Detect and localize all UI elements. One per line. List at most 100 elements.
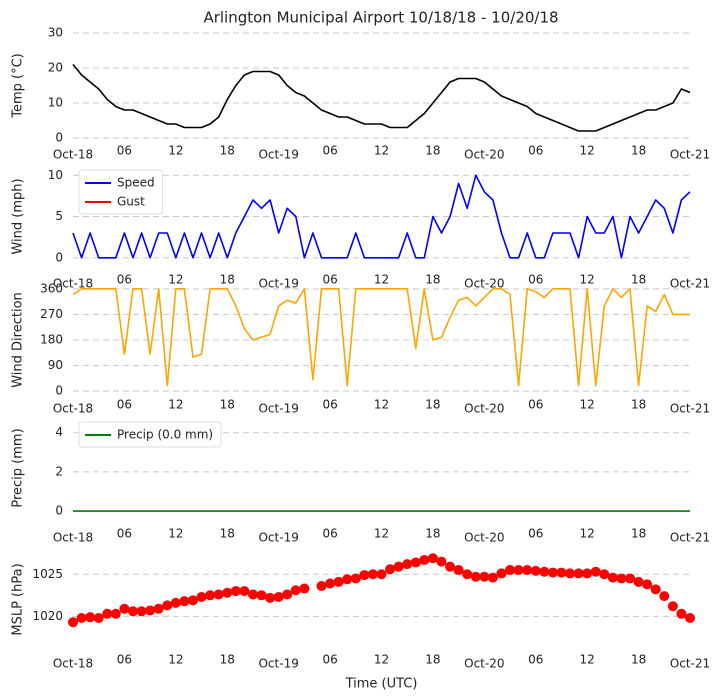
x-tick-label: 18 — [220, 527, 235, 541]
x-tick-label: 18 — [631, 653, 646, 667]
data-point — [599, 569, 610, 580]
x-tick-label: 06 — [322, 398, 337, 412]
y-axis-label: Precip (mm) — [11, 428, 26, 507]
x-tick-label: 12 — [168, 653, 183, 667]
y-tick-label: 30 — [48, 26, 63, 40]
data-point — [119, 603, 130, 614]
legend-label: Speed — [117, 176, 155, 190]
data-point — [676, 608, 687, 619]
x-tick-label: 18 — [220, 273, 235, 287]
data-point — [282, 589, 293, 600]
data-point — [505, 565, 516, 576]
x-tick-label: Oct-19 — [258, 657, 298, 671]
x-tick-label: 18 — [220, 398, 235, 412]
data-line — [72, 63, 691, 132]
data-line — [72, 174, 691, 259]
data-point — [462, 569, 473, 580]
data-point — [102, 608, 113, 619]
data-point — [85, 612, 96, 623]
x-tick-label: 12 — [374, 398, 389, 412]
data-point — [333, 576, 344, 587]
y-tick-label: 2 — [55, 464, 63, 478]
data-point — [162, 600, 173, 611]
y-axis-label: Wind Direction — [11, 292, 26, 388]
data-point — [273, 591, 284, 602]
y-axis-label: MSLP (hPa) — [11, 563, 26, 635]
y-axis-label: Wind (mph) — [11, 178, 26, 254]
y-tick-label: 4 — [55, 425, 63, 439]
x-tick-label: 06 — [528, 527, 543, 541]
y-tick-label: 10 — [48, 96, 63, 110]
x-tick-label: 18 — [631, 398, 646, 412]
x-tick-label: 12 — [374, 273, 389, 287]
data-point — [350, 573, 361, 584]
data-point — [393, 561, 404, 572]
data-point — [153, 603, 164, 614]
y-axis-label: Temp (°C) — [11, 53, 26, 119]
x-tick-label: 12 — [168, 273, 183, 287]
data-point — [479, 571, 490, 582]
data-point — [230, 586, 241, 597]
data-point — [650, 584, 661, 595]
data-point — [530, 565, 541, 576]
data-point — [136, 606, 147, 617]
x-tick-label: Oct-21 — [670, 531, 710, 545]
x-tick-label: 06 — [117, 273, 132, 287]
legend-label: Gust — [117, 195, 145, 209]
x-tick-label: Oct-19 — [258, 277, 298, 291]
data-point — [565, 568, 576, 579]
x-tick-label: Oct-20 — [464, 277, 504, 291]
data-point — [496, 568, 507, 579]
x-tick-label: Oct-20 — [464, 148, 504, 162]
data-point — [607, 572, 618, 583]
data-point — [633, 576, 644, 587]
x-tick-label: 18 — [425, 527, 440, 541]
x-tick-label: 12 — [374, 653, 389, 667]
x-tick-label: 06 — [322, 273, 337, 287]
data-point — [222, 587, 233, 598]
data-point — [582, 568, 593, 579]
legend: Speed Gust — [78, 169, 164, 215]
x-tick-label: 06 — [117, 398, 132, 412]
data-point — [410, 557, 421, 568]
x-tick-label: Oct-19 — [258, 402, 298, 416]
data-point — [367, 569, 378, 580]
data-point — [556, 567, 567, 578]
data-point — [522, 565, 533, 576]
x-tick-label: 06 — [117, 144, 132, 158]
data-point — [573, 568, 584, 579]
y-tick-label: 0 — [55, 131, 63, 145]
data-point — [179, 596, 190, 607]
data-line — [72, 288, 690, 387]
data-point — [256, 590, 267, 601]
data-point — [590, 566, 601, 577]
legend-box — [78, 421, 222, 448]
y-tick-label: 0 — [55, 384, 63, 398]
x-tick-label: 06 — [528, 273, 543, 287]
data-point — [205, 590, 216, 601]
x-tick-label: 18 — [631, 144, 646, 158]
data-point — [93, 613, 104, 624]
data-point — [487, 572, 498, 583]
data-point — [145, 605, 156, 616]
data-point — [76, 613, 87, 624]
x-tick-label: Oct-18 — [53, 148, 93, 162]
y-tick-label: 5 — [55, 209, 63, 223]
data-point — [376, 569, 387, 580]
x-tick-label: 06 — [528, 398, 543, 412]
x-tick-label: 18 — [631, 527, 646, 541]
x-tick-label: 12 — [580, 398, 595, 412]
y-tick-label: 1025 — [32, 567, 63, 581]
data-point — [427, 553, 438, 564]
data-point — [402, 559, 413, 570]
data-point — [453, 565, 464, 576]
x-tick-label: 06 — [322, 653, 337, 667]
data-point — [385, 564, 396, 575]
x-tick-label: 12 — [580, 527, 595, 541]
y-tick-label: 1020 — [32, 609, 63, 623]
x-tick-label: 18 — [425, 653, 440, 667]
data-point — [127, 606, 138, 617]
x-tick-label: 18 — [425, 144, 440, 158]
x-tick-label: 12 — [168, 398, 183, 412]
